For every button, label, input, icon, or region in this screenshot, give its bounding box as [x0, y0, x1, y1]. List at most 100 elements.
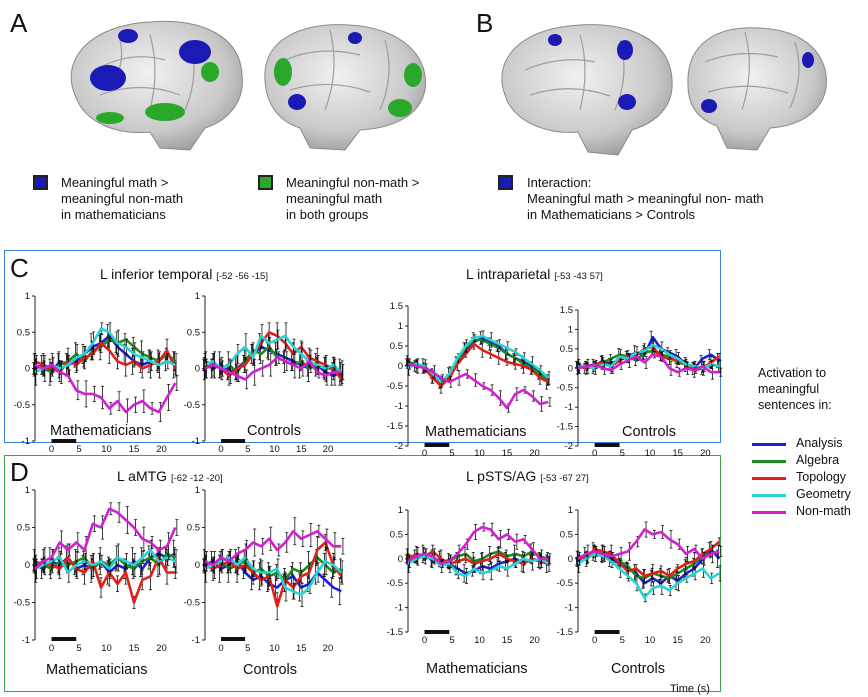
panel-letter-c: C [10, 253, 29, 283]
x-tick-label: 20 [323, 444, 334, 455]
blob-a-left-6 [96, 112, 124, 124]
series-line-geometry [577, 552, 720, 600]
y-tick-label: 0.5 [560, 344, 573, 355]
sentence-legend-line [752, 443, 786, 446]
y-tick-label: 0.5 [187, 523, 200, 534]
series-line-geometry [407, 555, 549, 578]
blob-a-right-4 [288, 94, 306, 110]
legend-a-text-math: Meaningful math > meaningful non-math in… [61, 175, 184, 222]
panel-letter-b: B [476, 8, 494, 38]
series-line-nonmath [577, 353, 720, 374]
y-tick-label: 1 [398, 505, 403, 516]
x-tick-label: 5 [449, 635, 454, 646]
x-tick-label: 10 [474, 635, 485, 646]
x-tick-label: 20 [529, 448, 540, 459]
y-tick-label: -0.5 [14, 400, 30, 411]
time-axis-label: Time (s) [670, 683, 710, 695]
y-tick-label: 0 [25, 560, 30, 571]
y-tick-label: -1.5 [557, 627, 573, 638]
series-line-nonmath [204, 356, 342, 381]
blob-a-left-3 [90, 65, 126, 91]
sentence-legend-label: Algebra [796, 453, 840, 467]
y-tick-label: 0 [25, 364, 30, 375]
series-line-algebra [34, 552, 176, 571]
group-label-d3: Mathematicians [426, 661, 528, 677]
series-line-geometry [578, 343, 720, 370]
brain-b-right [687, 27, 827, 151]
y-tick-label: 1 [195, 291, 200, 302]
series-line-geometry [204, 334, 343, 374]
blob-b-left-3 [618, 94, 636, 110]
group-label-c4: Controls [622, 424, 676, 440]
group-label-d2: Controls [243, 662, 297, 678]
stimulus-bar [424, 443, 450, 447]
x-tick-label: 5 [620, 448, 625, 459]
sentence-legend-label: Non-math [796, 504, 851, 518]
y-tick-label: 1 [25, 291, 30, 302]
y-tick-label: 0 [568, 554, 573, 565]
brain-renderings [70, 20, 827, 156]
y-tick-label: -1 [565, 402, 573, 413]
series-line-topology [407, 550, 549, 566]
y-tick-label: -0.5 [184, 400, 200, 411]
y-tick-label: 0.5 [17, 327, 30, 338]
group-label-c2: Controls [247, 423, 301, 439]
series-line-geometry [204, 556, 343, 597]
x-tick-label: 20 [700, 635, 711, 646]
y-tick-label: -2 [565, 441, 573, 452]
y-tick-label: -1 [22, 635, 30, 646]
x-tick-label: 0 [422, 635, 427, 646]
x-tick-label: 15 [672, 635, 683, 646]
panel-d-frame [4, 455, 721, 692]
y-tick-label: -1.5 [387, 627, 403, 638]
y-tick-label: 1 [195, 485, 200, 496]
y-tick-label: -1 [395, 401, 403, 412]
y-tick-label: -0.5 [184, 598, 200, 609]
y-tick-label: -2 [395, 441, 403, 452]
brain-a-right [264, 24, 427, 151]
sentence-legend-line [752, 494, 786, 497]
brain-b-left [501, 24, 673, 156]
series-line-algebra [34, 338, 177, 374]
y-tick-label: 0 [398, 554, 403, 565]
x-tick-label: 10 [645, 448, 656, 459]
x-tick-label: 5 [620, 635, 625, 646]
y-tick-label: -1.5 [387, 421, 403, 432]
legend-a-swatch-math [33, 175, 48, 190]
stimulus-bar [594, 443, 620, 447]
legend-b-text: Interaction: Meaningful math > meaningfu… [527, 175, 764, 222]
x-tick-label: 10 [101, 444, 112, 455]
series-line-topology [407, 342, 549, 388]
stimulus-bar [51, 439, 77, 443]
chart-2: -1-0.500.510 5 10 15 20 [184, 291, 345, 455]
blob-a-left-5 [145, 103, 185, 121]
series-line-nonmath [34, 507, 177, 570]
group-label-c3: Mathematicians [425, 424, 527, 440]
x-tick-label: 15 [672, 448, 683, 459]
brain-a-left [70, 20, 243, 151]
stimulus-bar [51, 637, 77, 641]
sentence-legend-line [752, 460, 786, 463]
x-tick-label: 10 [269, 643, 280, 654]
x-tick-label: 20 [529, 635, 540, 646]
panel-c-frame [4, 250, 721, 443]
y-tick-label: 0 [398, 361, 403, 372]
y-tick-label: 1 [25, 485, 30, 496]
sentence-legend-label: Geometry [796, 487, 851, 501]
series-line-nonmath [407, 525, 549, 566]
y-tick-label: -1 [192, 436, 200, 447]
title-d-right: L pSTS/AG [-53 -67 27] [466, 468, 589, 484]
x-tick-label: 15 [129, 643, 140, 654]
y-tick-label: 0.5 [390, 341, 403, 352]
y-tick-label: 1 [568, 324, 573, 335]
legend-b-swatch [498, 175, 513, 190]
x-tick-label: 10 [269, 444, 280, 455]
panel-letter-d: D [10, 457, 29, 487]
blob-a-right-2 [274, 58, 292, 86]
series-line-nonmath [34, 363, 177, 414]
x-tick-label: 5 [245, 444, 250, 455]
chart-4: -2 -1.5 -1 -0.5 0 0.5 1 1.5 0 5 10 15 20 [557, 305, 723, 459]
title-c-left: L inferior temporal [-52 -56 -15] [100, 266, 268, 282]
title-c-right: L intraparietal [-53 -43 57] [466, 266, 603, 282]
x-tick-label: 0 [592, 448, 597, 459]
